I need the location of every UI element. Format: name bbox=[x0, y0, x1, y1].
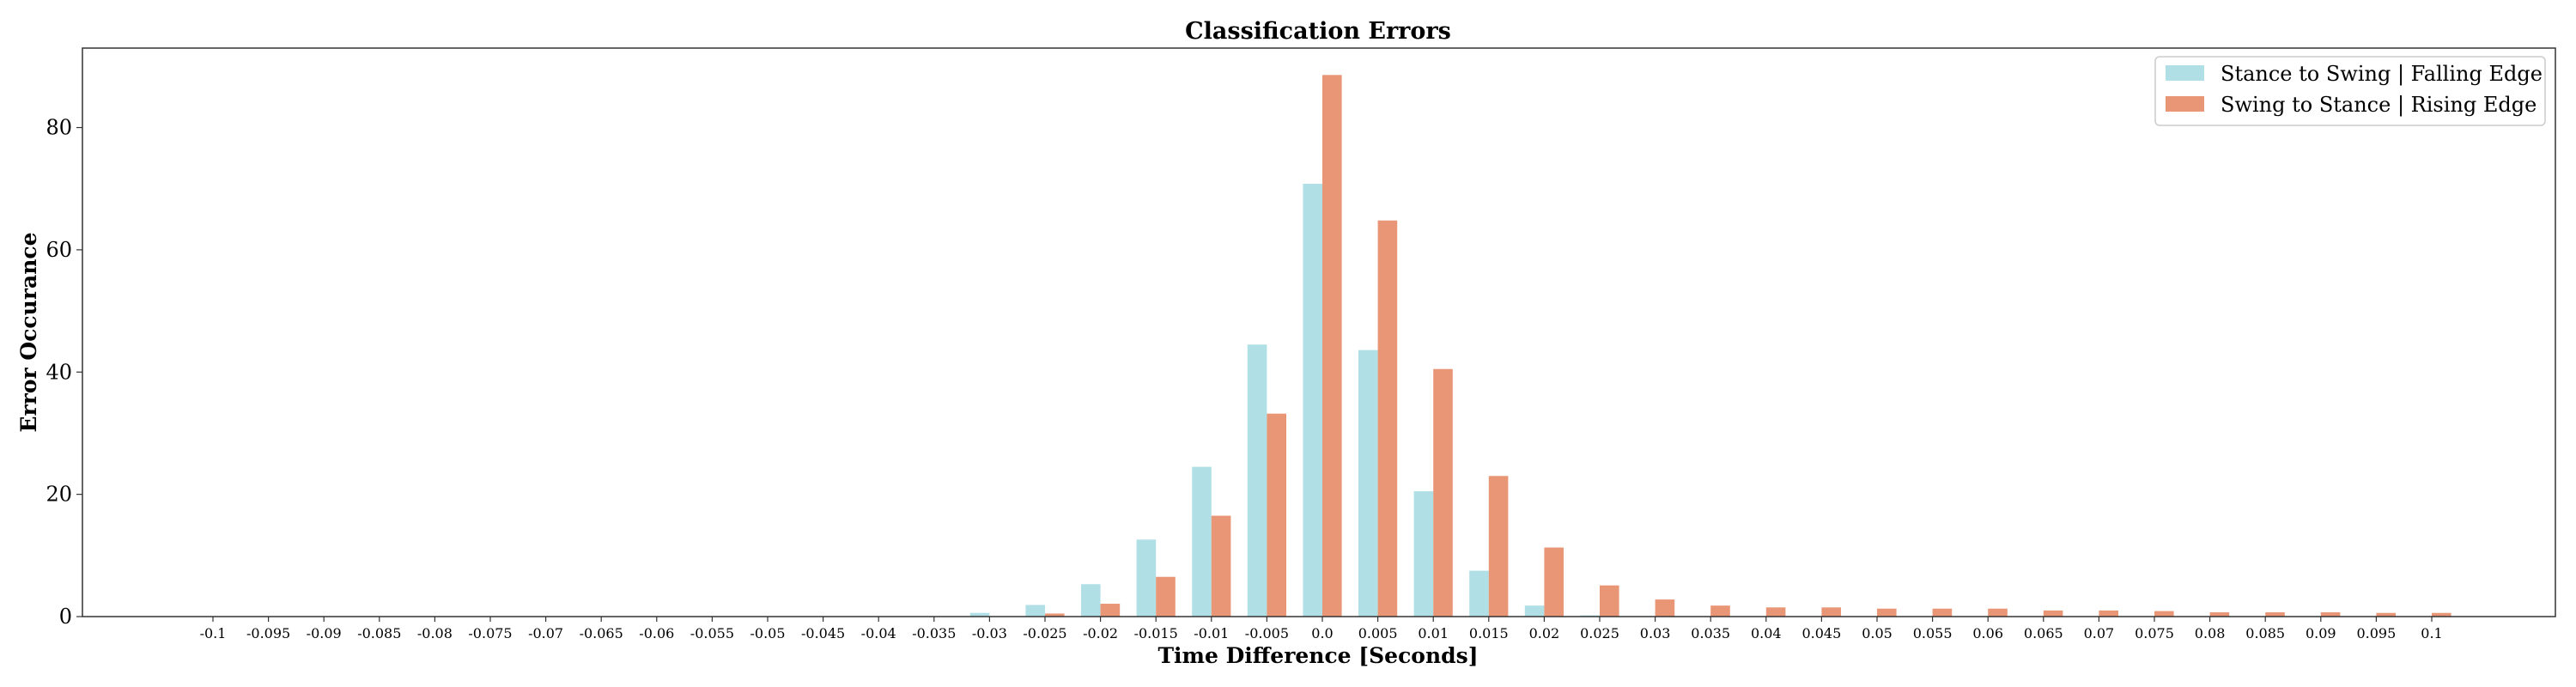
bar-rising-edge--0.005 bbox=[1267, 413, 1286, 617]
bar-rising-edge-0.04 bbox=[1765, 607, 1786, 617]
bar-rising-edge-0.01 bbox=[1433, 368, 1453, 617]
x-tick-label: 0.1 bbox=[2421, 625, 2442, 641]
bar-rising-edge--0.01 bbox=[1211, 515, 1231, 617]
bar-falling-edge--0.015 bbox=[1136, 539, 1157, 617]
bar-rising-edge-0.015 bbox=[1488, 476, 1509, 617]
bar-rising-edge-0.095 bbox=[2376, 612, 2396, 617]
y-tick-label: 0 bbox=[59, 605, 72, 629]
x-tick-label: 0.075 bbox=[2135, 625, 2174, 641]
bar-falling-edge-0.01 bbox=[1413, 491, 1434, 617]
x-tick-label: -0.07 bbox=[528, 625, 563, 641]
x-tick-label: 0.06 bbox=[1972, 625, 2003, 641]
x-tick-label: 0.04 bbox=[1751, 625, 1782, 641]
x-tick-label: 0.08 bbox=[2195, 625, 2226, 641]
bar-rising-edge--0.02 bbox=[1100, 604, 1121, 617]
x-tick-label: 0.05 bbox=[1862, 625, 1893, 641]
legend: Stance to Swing | Falling Edge Swing to … bbox=[2154, 56, 2546, 126]
bar-rising-edge-0.025 bbox=[1600, 585, 1619, 617]
bar-rising-edge-0.03 bbox=[1655, 599, 1675, 617]
x-tick-label: -0.01 bbox=[1194, 625, 1229, 641]
bar-falling-edge--0.03 bbox=[969, 612, 990, 617]
x-tick-label: -0.055 bbox=[690, 625, 734, 641]
bar-rising-edge-0.08 bbox=[2209, 612, 2230, 617]
x-axis-label: Time Difference [Seconds] bbox=[1157, 643, 1478, 668]
x-tick-label: -0.025 bbox=[1023, 625, 1066, 641]
bar-rising-edge-0.07 bbox=[2099, 610, 2118, 617]
y-tick-label: 60 bbox=[46, 238, 72, 262]
bar-rising-edge-0.02 bbox=[1544, 547, 1564, 617]
x-tick-label: 0.02 bbox=[1529, 625, 1560, 641]
x-tick-label: -0.08 bbox=[417, 625, 453, 641]
bar-rising-edge-0.05 bbox=[1877, 608, 1897, 617]
legend-swatch-rising-edge bbox=[2166, 96, 2204, 112]
x-tick-label: 0.0 bbox=[1311, 625, 1333, 641]
x-tick-label: -0.06 bbox=[639, 625, 674, 641]
legend-label-rising-edge: Swing to Stance | Rising Edge bbox=[2221, 93, 2537, 118]
bar-rising-edge-0.005 bbox=[1377, 220, 1398, 617]
x-tick-label: -0.085 bbox=[357, 625, 401, 641]
bar-rising-edge-0.06 bbox=[1988, 608, 2008, 617]
x-tick-label: -0.03 bbox=[972, 625, 1007, 641]
x-axis-ticks: -0.1 -0.095 -0.09 -0.085 -0.08 -0.075 -0.07 -0.… bbox=[200, 617, 2443, 641]
x-tick-label: 0.015 bbox=[1469, 625, 1509, 641]
legend-label-falling-edge: Stance to Swing | Falling Edge bbox=[2221, 62, 2543, 87]
x-tick-label: -0.015 bbox=[1134, 625, 1178, 641]
y-tick-label: 40 bbox=[46, 360, 72, 384]
x-tick-label: 0.035 bbox=[1691, 625, 1730, 641]
bar-rising-edge-0.035 bbox=[1710, 605, 1730, 617]
x-tick-label: -0.09 bbox=[307, 625, 342, 641]
bar-falling-edge--0.025 bbox=[1025, 605, 1045, 617]
x-tick-label: 0.025 bbox=[1580, 625, 1619, 641]
legend-frame bbox=[2154, 56, 2546, 126]
bar-rising-edge-0.065 bbox=[2043, 610, 2063, 617]
x-tick-label: 0.005 bbox=[1358, 625, 1398, 641]
y-axis-ticks: 0 20 40 60 80 bbox=[46, 116, 82, 629]
x-tick-label: 0.085 bbox=[2245, 625, 2285, 641]
x-tick-label: -0.045 bbox=[801, 625, 845, 641]
y-axis-label: Error Occurance bbox=[16, 232, 41, 432]
x-tick-label: -0.1 bbox=[200, 625, 227, 641]
x-tick-label: -0.05 bbox=[750, 625, 785, 641]
legend-swatch-falling-edge bbox=[2166, 65, 2204, 81]
bar-rising-edge-0.045 bbox=[1821, 607, 1841, 617]
x-tick-label: -0.04 bbox=[861, 625, 896, 641]
bar-falling-edge--0.005 bbox=[1247, 344, 1267, 617]
x-tick-label: 0.07 bbox=[2084, 625, 2115, 641]
x-tick-label: 0.01 bbox=[1418, 625, 1449, 641]
y-tick-label: 80 bbox=[46, 116, 72, 140]
bar-rising-edge-0.0 bbox=[1322, 75, 1342, 617]
bar-falling-edge--0.01 bbox=[1192, 466, 1212, 617]
bar-falling-edge-0.005 bbox=[1358, 350, 1378, 617]
bar-falling-edge-0.0 bbox=[1303, 184, 1322, 617]
bar-rising-edge-0.09 bbox=[2320, 612, 2341, 617]
chart-title: Classification Errors bbox=[1185, 18, 1451, 45]
x-tick-label: -0.065 bbox=[580, 625, 623, 641]
bar-rising-edge-0.085 bbox=[2265, 612, 2285, 617]
x-tick-label: 0.09 bbox=[2306, 625, 2336, 641]
x-tick-label: -0.095 bbox=[246, 625, 290, 641]
plot-frame bbox=[82, 47, 2556, 617]
bar-rising-edge-0.075 bbox=[2154, 611, 2174, 617]
x-tick-label: 0.055 bbox=[1913, 625, 1953, 641]
bar-falling-edge--0.02 bbox=[1081, 584, 1101, 617]
bars-group bbox=[969, 75, 2451, 617]
x-tick-label: 0.045 bbox=[1801, 625, 1841, 641]
x-tick-label: -0.005 bbox=[1245, 625, 1289, 641]
y-tick-label: 20 bbox=[46, 483, 72, 507]
x-tick-label: 0.065 bbox=[2024, 625, 2063, 641]
bar-falling-edge-0.02 bbox=[1524, 605, 1545, 617]
x-tick-label: -0.075 bbox=[468, 625, 512, 641]
x-tick-label: 0.03 bbox=[1640, 625, 1671, 641]
bar-rising-edge-0.1 bbox=[2432, 612, 2451, 617]
bar-rising-edge--0.025 bbox=[1045, 613, 1065, 617]
x-tick-label: -0.02 bbox=[1083, 625, 1118, 641]
bar-rising-edge--0.015 bbox=[1156, 576, 1176, 617]
x-tick-label: -0.035 bbox=[912, 625, 956, 641]
x-tick-label: 0.095 bbox=[2356, 625, 2396, 641]
bar-falling-edge-0.015 bbox=[1469, 570, 1489, 617]
bar-rising-edge-0.055 bbox=[1932, 608, 1953, 617]
